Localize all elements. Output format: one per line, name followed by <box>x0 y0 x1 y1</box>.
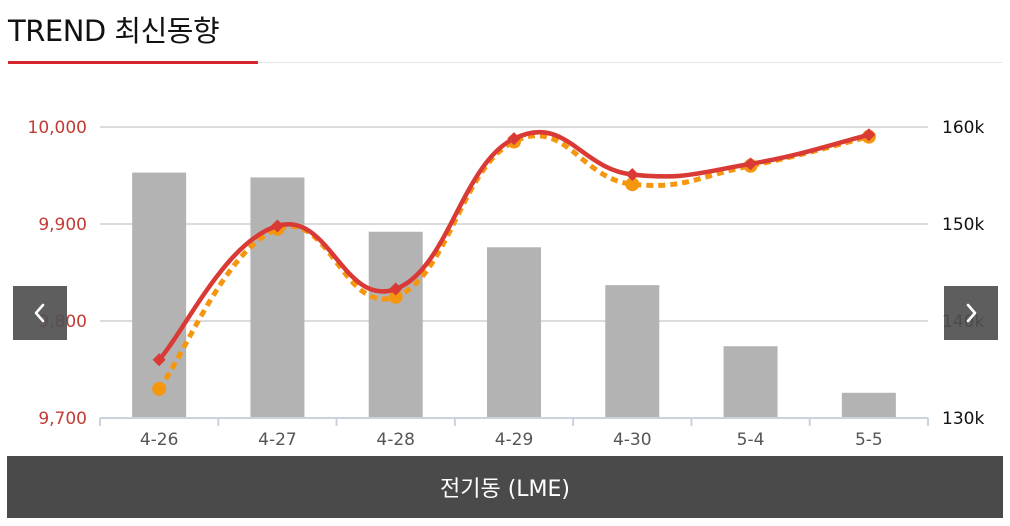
diamond-marker <box>744 157 758 171</box>
diamond-marker <box>625 168 639 182</box>
y-left-tick-label: 10,000 <box>28 118 87 138</box>
prev-button[interactable] <box>13 286 67 340</box>
volume-bar <box>841 392 896 418</box>
diamond-marker <box>152 353 166 367</box>
x-axis <box>99 417 929 426</box>
circle-marker <box>388 289 403 304</box>
x-tick-label: 4-29 <box>495 430 534 450</box>
next-button[interactable] <box>944 286 998 340</box>
circle-marker <box>152 381 167 396</box>
title-underline <box>8 61 258 64</box>
x-tick-label: 4-27 <box>258 430 297 450</box>
volume-bar <box>132 172 187 418</box>
diamond-marker <box>862 128 876 142</box>
chevron-right-icon <box>966 303 977 323</box>
volume-bar <box>487 247 541 418</box>
volume-bar <box>723 346 778 418</box>
diamond-marker <box>389 282 403 296</box>
chart-footer: 전기동 (LME) <box>7 456 1003 518</box>
y-right-tick-label: 130k <box>942 409 984 429</box>
chevron-left-icon <box>34 303 45 323</box>
x-tick-label: 5-5 <box>855 430 883 450</box>
price-lines <box>152 128 876 396</box>
section-header: TREND 최신동향 <box>0 0 1010 64</box>
y-left-tick-label: 9,900 <box>38 215 87 235</box>
x-tick-label: 4-30 <box>613 430 652 450</box>
diamond-marker <box>507 132 521 146</box>
x-tick-label: 4-26 <box>140 430 179 450</box>
x-tick-label: 5-4 <box>737 430 765 450</box>
volume-bar <box>368 231 423 418</box>
y-right-tick-label: 150k <box>942 215 984 235</box>
diamond-marker <box>270 219 284 233</box>
volume-bar <box>605 285 660 418</box>
volume-bars <box>132 172 896 418</box>
x-tick-label: 4-28 <box>376 430 415 450</box>
circle-marker <box>625 177 640 192</box>
volume-bar <box>250 177 305 418</box>
y-left-tick-label: 9,700 <box>38 409 87 429</box>
y-right-tick-label: 160k <box>942 118 984 138</box>
page-title: TREND 최신동향 <box>8 14 220 48</box>
commodity-label: 전기동 (LME) <box>439 477 571 502</box>
header-divider <box>258 62 1002 63</box>
